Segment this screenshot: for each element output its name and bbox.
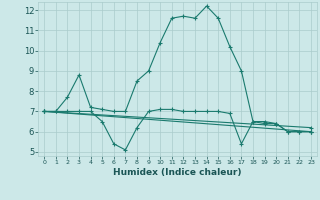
X-axis label: Humidex (Indice chaleur): Humidex (Indice chaleur): [113, 168, 242, 177]
